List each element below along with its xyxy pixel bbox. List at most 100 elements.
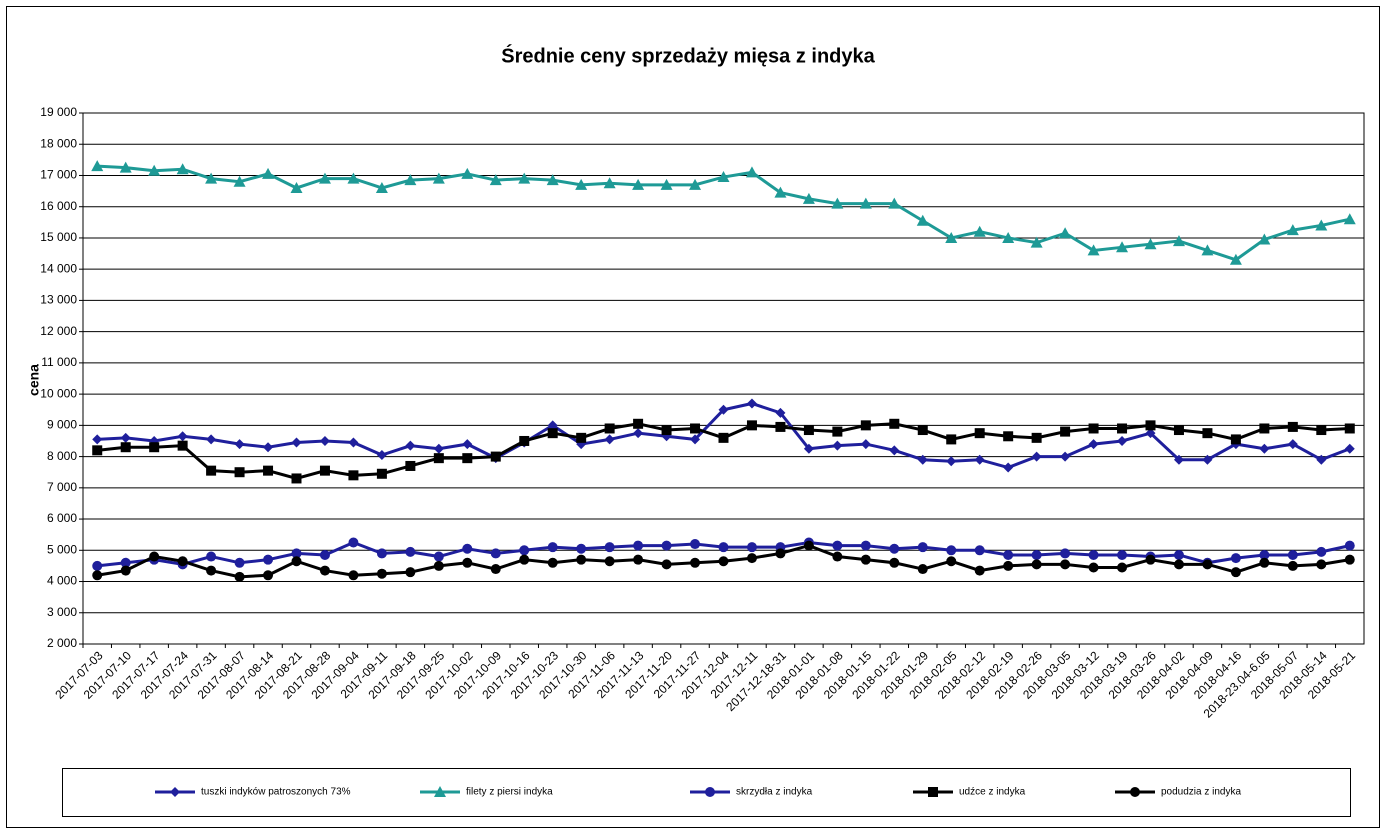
data-point: [120, 557, 131, 568]
data-point: [889, 445, 900, 456]
data-point: [832, 551, 843, 562]
y-tick-label: 9 000: [47, 418, 77, 432]
data-point: [433, 560, 444, 571]
data-point: [1088, 562, 1099, 573]
data-point: [1173, 454, 1184, 465]
data-point: [604, 542, 615, 553]
data-point: [206, 465, 217, 476]
data-point: [604, 423, 615, 434]
data-point: [1117, 562, 1128, 573]
data-point: [319, 435, 330, 446]
y-tick-label: 7 000: [47, 480, 77, 494]
data-point: [490, 548, 501, 559]
data-point: [149, 442, 160, 453]
data-point: [1259, 443, 1270, 454]
y-tick-label: 19 000: [40, 105, 77, 119]
data-point: [775, 421, 786, 432]
data-point: [690, 557, 701, 568]
data-point: [661, 559, 672, 570]
data-point: [576, 543, 587, 554]
y-tick-label: 12 000: [40, 324, 77, 338]
data-point: [206, 434, 217, 445]
y-tick-label: 14 000: [40, 261, 77, 275]
data-point: [633, 540, 644, 551]
data-point: [489, 174, 502, 186]
data-point: [92, 445, 103, 456]
data-point: [690, 423, 701, 434]
data-point: [1344, 443, 1355, 454]
data-point: [462, 439, 473, 450]
data-point: [461, 167, 474, 179]
data-point: [375, 181, 388, 193]
legend-label: podudzia z indyka: [1161, 787, 1241, 798]
data-point: [1316, 559, 1327, 570]
data-point: [946, 456, 957, 467]
data-point: [576, 554, 587, 565]
data-point: [1116, 241, 1129, 253]
data-point: [92, 560, 103, 571]
data-point: [946, 545, 957, 556]
data-point: [746, 420, 757, 431]
y-tick-label: 3 000: [47, 605, 77, 619]
data-point: [832, 426, 843, 437]
data-point: [803, 540, 814, 551]
data-point: [519, 435, 530, 446]
data-point: [916, 214, 929, 226]
data-point: [376, 450, 387, 461]
data-point: [633, 428, 644, 439]
data-point: [1145, 554, 1156, 565]
data-point: [518, 172, 531, 184]
data-point: [290, 181, 303, 193]
data-point: [547, 420, 558, 431]
y-tick-label: 17 000: [40, 168, 77, 182]
data-point: [1031, 549, 1042, 560]
data-point: [1060, 426, 1071, 437]
data-point: [946, 434, 957, 445]
data-point: [206, 551, 217, 562]
data-point: [1117, 423, 1128, 434]
data-point: [319, 565, 330, 576]
data-point: [633, 554, 644, 565]
data-point: [1286, 224, 1299, 236]
data-point: [234, 571, 245, 582]
data-point: [717, 171, 730, 183]
data-point: [177, 431, 188, 442]
legend-marker: [434, 786, 446, 797]
data-point: [206, 565, 217, 576]
y-tick-label: 2 000: [47, 636, 77, 650]
data-point: [176, 163, 189, 175]
data-point: [291, 548, 302, 559]
data-point: [405, 567, 416, 578]
y-tick-label: 6 000: [47, 511, 77, 525]
data-point: [1060, 451, 1071, 462]
data-point: [1201, 244, 1214, 256]
data-point: [1287, 421, 1298, 432]
data-point: [1344, 423, 1355, 434]
data-point: [376, 568, 387, 579]
data-point: [1173, 559, 1184, 570]
data-point: [1117, 549, 1128, 560]
data-point: [547, 557, 558, 568]
y-tick-label: 16 000: [40, 199, 77, 213]
legend-label: udźce z indyka: [959, 787, 1026, 798]
data-point: [690, 539, 701, 550]
data-point: [1316, 546, 1327, 557]
data-point: [917, 425, 928, 436]
data-point: [1173, 425, 1184, 436]
chart-title: Średnie ceny sprzedaży mięsa z indyka: [501, 43, 875, 67]
data-point: [633, 418, 644, 429]
data-point: [177, 556, 188, 567]
data-point: [604, 434, 615, 445]
data-point: [1287, 549, 1298, 560]
data-point: [1173, 549, 1184, 560]
data-point: [803, 443, 814, 454]
legend-label: filety z piersi indyka: [466, 787, 553, 798]
data-point: [661, 540, 672, 551]
data-point: [1315, 219, 1328, 231]
data-point: [718, 542, 729, 553]
data-point: [1003, 431, 1014, 442]
data-point: [263, 570, 274, 581]
data-point: [376, 548, 387, 559]
data-point: [974, 454, 985, 465]
